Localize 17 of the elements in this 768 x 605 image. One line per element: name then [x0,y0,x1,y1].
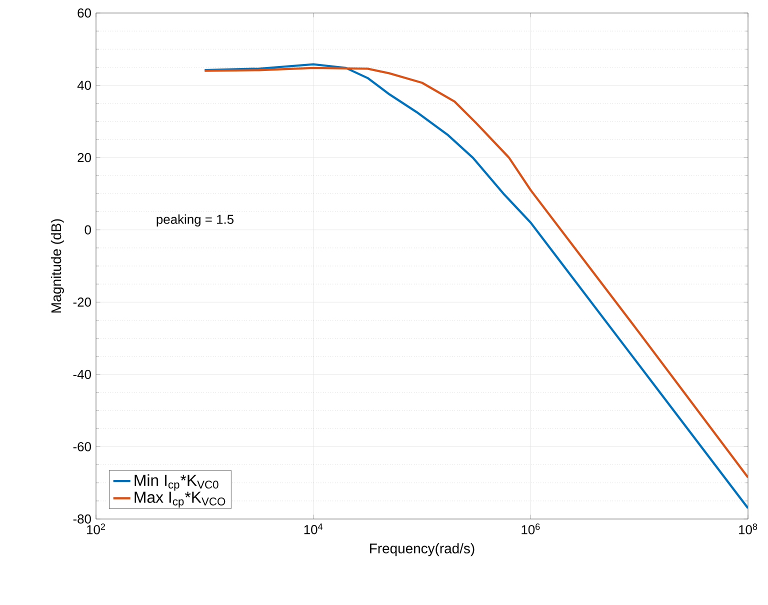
y-axis-title: Magnitude (dB) [50,219,64,313]
x-axis-title: Frequency(rad/s) [370,543,474,556]
legend-label: Min I$_{cp}$*K$_{VC0}$ [134,474,218,491]
x-tick-label: 10$^{4}$ [304,524,323,534]
y-tick-label: 20 [78,152,91,162]
y-tick-label: -80 [73,514,91,524]
x-tick-label: 10$^{2}$ [87,524,106,534]
y-tick-label: 0 [84,225,91,234]
legend-label: Max I$_{cp}$*K$_{VCO}$ [134,492,226,508]
annotation: peaking = 1.5 [156,214,234,226]
y-tick-label: -20 [73,298,91,307]
y-tick-label: -60 [73,442,91,452]
y-tick-label: 40 [77,80,91,90]
x-tick-label: 10$^{8}$ [739,524,758,534]
y-tick-label: 60 [78,8,91,18]
x-tick-label: 10$^{6}$ [522,524,540,534]
y-tick-label: -40 [73,370,91,380]
